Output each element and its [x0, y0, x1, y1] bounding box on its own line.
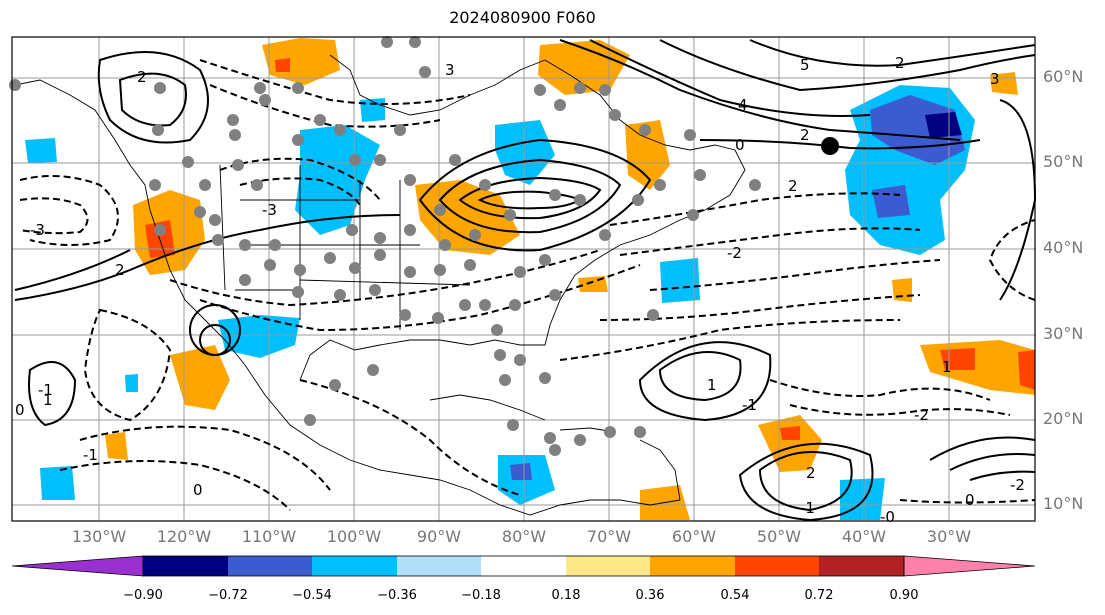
colorbar-tick-label: −0.54	[292, 588, 332, 603]
negative-anomaly	[25, 138, 57, 163]
colorbar-tick-label: −0.36	[377, 588, 417, 603]
colorbar	[11, 555, 1036, 577]
latitude-label: 20°N	[1043, 409, 1084, 428]
colorbar-extend-high	[903, 555, 1036, 577]
strong-positive-anomaly	[780, 426, 800, 440]
positive-anomaly	[170, 345, 230, 410]
map-frame	[11, 36, 1036, 522]
negative-anomaly	[218, 315, 300, 358]
longitude-label: 110°W	[241, 527, 297, 546]
contour-label: 2	[115, 261, 125, 279]
colorbar-bin	[312, 556, 397, 576]
colorbar-bin	[735, 556, 819, 576]
contour-label: 1	[43, 391, 53, 409]
latitude-label: 40°N	[1043, 238, 1084, 257]
colorbar-tick-label: −0.72	[208, 588, 248, 603]
marker-dot	[821, 137, 839, 155]
coastlines	[14, 54, 746, 516]
contour-label: 2	[895, 54, 905, 72]
negative-anomaly	[660, 258, 700, 303]
longitude-label: 60°W	[671, 527, 717, 546]
contour-label: 5	[800, 56, 810, 74]
longitude-label: 40°W	[841, 527, 887, 546]
contour-label: -3	[30, 221, 45, 239]
contour-label: 3	[445, 61, 455, 79]
colorbar-bin	[566, 556, 650, 576]
contour-label: -2	[727, 244, 742, 262]
colorbar-tick-label: 0.36	[635, 588, 665, 603]
positive-anomaly	[758, 415, 822, 472]
strong-positive-anomaly	[1018, 350, 1035, 390]
map-title: 2024080900 F060	[449, 8, 596, 27]
longitude-label: 80°W	[501, 527, 547, 546]
negative-anomaly	[840, 478, 885, 520]
negative-anomaly	[125, 374, 138, 392]
colorbar-frame	[142, 555, 905, 577]
positive-anomaly	[262, 38, 340, 85]
longitude-label: 120°W	[156, 527, 212, 546]
latitude-label: 60°N	[1043, 67, 1084, 86]
longitude-label: 100°W	[326, 527, 382, 546]
positive-anomaly	[892, 278, 912, 302]
positive-anomaly	[625, 120, 670, 190]
contour-label: 1	[942, 358, 952, 376]
longitude-label: 70°W	[586, 527, 632, 546]
dashed-contours	[19, 59, 1036, 511]
contour-label: 1	[707, 376, 717, 394]
longitude-label: 50°W	[756, 527, 802, 546]
contour-label: -1	[38, 381, 53, 399]
longitude-label: 130°W	[71, 527, 127, 546]
contour-label: -3	[262, 201, 277, 219]
contour-label: 3	[990, 70, 1000, 88]
latitude-label: 50°N	[1043, 152, 1084, 171]
colorbar-bin	[819, 556, 904, 576]
contour-label: 2	[788, 177, 798, 195]
solid-contours	[14, 39, 1037, 522]
contour-label: 2	[806, 464, 816, 482]
contour-label: 4	[738, 96, 748, 114]
colorbar-tick-label: 0.90	[889, 588, 919, 603]
colorbar-tick-label: 0.72	[804, 588, 834, 603]
latitude-label: 30°N	[1043, 324, 1084, 343]
contour-label: -2	[914, 406, 929, 424]
contour-label: -0	[880, 508, 895, 526]
strong-negative-anomaly	[510, 463, 532, 480]
contour-label: 0	[965, 491, 975, 509]
very-strong-negative-anomaly	[925, 112, 962, 138]
colorbar-tick-label: −0.90	[123, 588, 163, 603]
colorbar-tick-label: 0.54	[720, 588, 750, 603]
colorbar-tick-label: 0.18	[551, 588, 581, 603]
negative-anomaly	[295, 125, 380, 235]
contour-label: -1	[742, 396, 757, 414]
contour-label: 0	[735, 136, 745, 154]
contour-label: 0	[15, 401, 25, 419]
negative-anomaly	[40, 466, 75, 500]
latitude-label: 10°N	[1043, 494, 1084, 513]
positive-anomaly	[105, 432, 128, 460]
strong-positive-anomaly	[275, 58, 290, 72]
contour-label: 2	[800, 126, 810, 144]
colorbar-bin	[397, 556, 481, 576]
strong-negative-anomaly	[872, 185, 910, 218]
contour-label: -2	[1010, 476, 1025, 494]
colorbar-bin	[650, 556, 735, 576]
colorbar-bin	[228, 556, 312, 576]
colorbar-bin	[481, 556, 566, 576]
contour-label: -1	[800, 499, 815, 517]
longitude-label: 30°W	[926, 527, 972, 546]
station-dots	[9, 36, 761, 456]
colorbar-extend-low	[11, 555, 144, 577]
positive-anomaly	[538, 40, 630, 95]
negative-anomaly	[495, 120, 555, 185]
colorbar-tick-label: −0.18	[461, 588, 501, 603]
colorbar-bin	[143, 556, 228, 576]
contour-label: -1	[83, 446, 98, 464]
contour-label: 2	[137, 68, 147, 86]
contour-label: 0	[193, 481, 203, 499]
longitude-label: 90°W	[416, 527, 462, 546]
